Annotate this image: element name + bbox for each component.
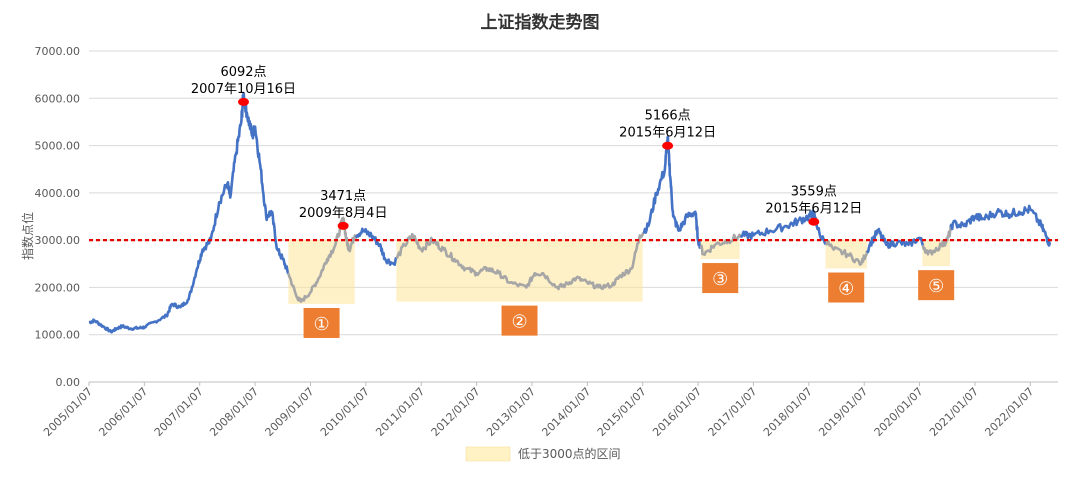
x-tick-label: 2018/01/07	[761, 385, 815, 439]
peak-marker	[337, 221, 349, 230]
legend-label: 低于3000点的区间	[518, 446, 621, 461]
series-line	[395, 231, 645, 291]
y-tick-label: 2000.00	[35, 281, 81, 294]
x-tick-label: 2014/01/07	[539, 385, 593, 439]
y-tick-label: 5000.00	[35, 140, 81, 153]
y-tick-label: 6000.00	[35, 92, 81, 105]
x-tick-label: 2013/01/07	[484, 385, 538, 439]
peak-value-label: 5166点	[645, 109, 691, 124]
x-tick-label: 2011/01/07	[373, 385, 427, 439]
peak-markers: 6092点 2007年10月16日 3471点 2009年8月4日 5166点 2015年…	[191, 65, 862, 230]
zone-label: ④	[838, 279, 854, 300]
zone-label: ①	[313, 314, 329, 335]
zone-labels: ① ② ③ ④ ⑤	[303, 263, 955, 338]
x-axis: 2005/01/07 2006/01/07 2007/01/07 2008/01/07…	[41, 381, 1058, 439]
zone-label: ⑤	[928, 276, 944, 297]
low-zone-band	[396, 240, 643, 302]
gridlines	[89, 50, 1058, 383]
x-tick-label: 2022/01/07	[982, 385, 1036, 439]
legend-swatch	[465, 446, 511, 462]
peak-value-label: 6092点	[220, 65, 266, 80]
x-tick-label: 2016/01/07	[650, 385, 704, 439]
index-series	[88, 92, 1051, 334]
series-line	[825, 240, 869, 267]
x-tick-label: 2021/01/07	[927, 385, 981, 439]
y-tick-label: 3000.00	[35, 234, 81, 247]
y-axis: 0.00 1000.00 2000.00 3000.00 4000.00 5000.00 6…	[35, 45, 81, 389]
series-line	[287, 216, 357, 303]
peak-marker	[662, 141, 674, 150]
y-tick-label: 4000.00	[35, 187, 81, 200]
zone-label-box	[828, 272, 865, 303]
series-line	[699, 233, 743, 256]
peak-date-label: 2015年6月12日	[765, 202, 862, 217]
peak-date-label: 2007年10月16日	[191, 82, 296, 97]
x-tick-label: 2006/01/07	[96, 385, 150, 439]
x-tick-label: 2019/01/07	[816, 385, 870, 439]
y-tick-label: 7000.00	[35, 45, 81, 58]
series-line	[949, 204, 1051, 247]
series-line	[642, 135, 703, 249]
x-tick-label: 2010/01/07	[318, 385, 372, 439]
zone-label-box	[303, 307, 340, 338]
peak-marker	[237, 97, 249, 106]
zone-label: ②	[511, 312, 527, 333]
low-zones	[288, 240, 951, 304]
peak-date-label: 2015年6月12日	[619, 126, 716, 141]
x-tick-label: 2007/01/07	[152, 385, 206, 439]
series-line	[354, 227, 398, 267]
legend: 低于3000点的区间	[465, 446, 621, 462]
peak-value-label: 3559点	[791, 185, 837, 200]
y-tick-label: 1000.00	[35, 329, 81, 342]
series-line	[866, 227, 925, 254]
zone-label-box	[501, 305, 538, 336]
series-line	[88, 92, 290, 334]
x-tick-label: 2017/01/07	[706, 385, 760, 439]
zone-label: ③	[712, 269, 728, 290]
chart-title: 上证指数走势图	[481, 12, 600, 33]
y-axis-label: 指数点位	[20, 212, 35, 260]
x-tick-label: 2009/01/07	[263, 385, 317, 439]
peak-marker	[808, 217, 820, 226]
low-zone-band	[700, 240, 740, 260]
x-tick-label: 2008/01/07	[207, 385, 261, 439]
y-tick-label: 0.00	[56, 376, 81, 389]
zone-label-box	[918, 270, 955, 301]
peak-date-label: 2009年8月4日	[299, 206, 388, 221]
x-tick-label: 2005/01/07	[41, 385, 95, 439]
x-tick-label: 2015/01/07	[595, 385, 649, 439]
zone-label-box	[702, 263, 739, 294]
x-tick-label: 2012/01/07	[429, 385, 483, 439]
peak-value-label: 3471点	[320, 189, 366, 204]
x-tick-label: 2020/01/07	[872, 385, 926, 439]
series-line	[739, 209, 827, 245]
series-line	[921, 227, 952, 256]
